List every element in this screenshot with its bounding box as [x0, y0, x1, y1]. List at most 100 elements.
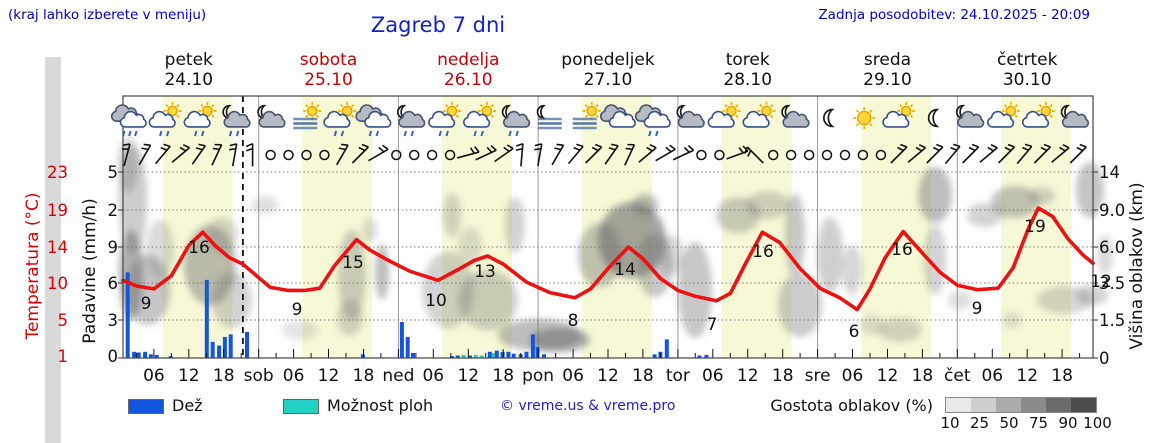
wind-barb: [155, 143, 171, 165]
weather-icon-sun-cloud-rain: [323, 101, 357, 137]
svg-text:3.5: 3.5: [1099, 274, 1125, 293]
weather-icon-sun-cloud: [742, 101, 776, 128]
wind-calm: [696, 149, 707, 161]
svg-text:12: 12: [877, 366, 899, 386]
wind-barb: [672, 145, 695, 161]
wind-barb: [191, 143, 206, 165]
weather-icon-sun-cloud: [882, 101, 916, 128]
density-tick: 75: [1028, 414, 1049, 432]
density-tick: 10: [940, 414, 960, 432]
day-separators: [258, 96, 958, 358]
day-date: 27.10: [583, 70, 633, 91]
copyright-link[interactable]: © vreme.us & vreme.pro: [500, 398, 676, 414]
svg-text:12: 12: [1016, 366, 1038, 386]
last-updated: Zadnja posodobitev: 24.10.2025 - 20:09: [818, 7, 1090, 23]
svg-text:06: 06: [143, 366, 165, 386]
day-header-petek: petek 24.10: [119, 50, 259, 90]
svg-text:18: 18: [353, 366, 375, 386]
svg-text:23: 23: [47, 163, 68, 182]
svg-text:15: 15: [342, 253, 364, 273]
day-name: torek: [725, 50, 770, 70]
wind-calm: [283, 149, 294, 161]
gridlines: [123, 171, 1093, 321]
svg-text:06: 06: [842, 366, 864, 386]
wind-barb: [997, 143, 1016, 164]
day-name: sreda: [863, 50, 912, 70]
rain-swatch: [128, 399, 164, 414]
svg-text:10: 10: [425, 291, 447, 311]
svg-text:12: 12: [737, 366, 759, 386]
svg-text:14: 14: [1099, 163, 1120, 182]
wind-barb: [368, 144, 389, 162]
day-date: 30.10: [1002, 70, 1052, 91]
svg-text:12: 12: [178, 366, 200, 386]
cloud-height-tick-labels: 14 9.0 6.0 3.5 1.5 0: [1099, 163, 1125, 368]
wind-barb: [121, 143, 131, 167]
svg-text:0: 0: [1099, 349, 1110, 368]
weather-icon-sun-cloud: [707, 101, 741, 128]
svg-text:1.5: 1.5: [1099, 311, 1125, 330]
svg-text:06: 06: [702, 366, 724, 386]
wind-barb: [979, 143, 998, 163]
svg-text:18: 18: [912, 366, 934, 386]
svg-text:8: 8: [568, 311, 579, 331]
day-name: četrtek: [996, 50, 1058, 70]
wind-barb: [475, 145, 497, 161]
wind-barb: [1069, 143, 1087, 164]
wind-barb: [907, 143, 926, 163]
wind-calm: [839, 149, 851, 161]
svg-text:9: 9: [108, 238, 119, 257]
svg-text:06: 06: [283, 366, 305, 386]
wind-barb: [567, 143, 584, 165]
wind-calm: [426, 149, 438, 161]
weather-icon-moon-cloud-rain: [396, 104, 426, 137]
svg-text:18: 18: [1051, 366, 1073, 386]
cloud-density-label: Gostota oblakov (%): [770, 396, 933, 415]
svg-text:ned: ned: [382, 366, 414, 386]
wind-calm: [301, 149, 312, 161]
weather-icon-moon-cloud: [676, 104, 705, 128]
plot-frame: [122, 95, 1094, 359]
day-header-nedelja: nedelja 26.10: [398, 50, 538, 90]
shower-legend-label: Možnost ploh: [327, 396, 434, 415]
svg-text:06: 06: [562, 366, 584, 386]
wind-barb: [944, 143, 961, 165]
svg-text:6: 6: [108, 274, 119, 293]
wind-calm: [319, 149, 330, 161]
weather-icon-sun-cloud-rain: [183, 101, 217, 137]
svg-text:13: 13: [474, 262, 496, 282]
svg-text:06: 06: [422, 366, 444, 386]
temperature-value-labels: 9 16 9 15 10 13 8 14 7 16 6 16 9 19 12: [141, 217, 1112, 342]
temperature-tick-labels: 23 19 14 10 5 1: [47, 163, 68, 366]
svg-text:18: 18: [213, 366, 235, 386]
svg-text:14: 14: [614, 260, 636, 280]
day-header-ponedeljek: ponedeljek 27.10: [538, 50, 678, 90]
wind-calm: [391, 149, 402, 161]
svg-text:19: 19: [1024, 217, 1046, 237]
weather-icon-moon-cloud-rain: [222, 104, 251, 137]
svg-text:18: 18: [772, 366, 794, 386]
weather-icon-moon: [823, 108, 835, 128]
wind-barbs: [121, 142, 1087, 167]
svg-text:12: 12: [597, 366, 619, 386]
svg-text:06: 06: [981, 366, 1003, 386]
wind-calm: [857, 149, 869, 161]
svg-text:9: 9: [141, 294, 152, 314]
wind-barb: [624, 143, 636, 166]
svg-text:6.0: 6.0: [1099, 238, 1125, 257]
wind-calm: [444, 149, 456, 161]
svg-text:12: 12: [1090, 272, 1112, 292]
wind-barb: [962, 143, 980, 164]
location-hint: (kraj lahko izberete v meniju): [8, 7, 207, 23]
wind-calm: [714, 149, 725, 161]
wind-barb: [515, 142, 524, 167]
day-header-četrtek: četrtek 30.10: [957, 50, 1097, 90]
page-margin-strip: [45, 57, 61, 443]
legend-row: Dež Možnost ploh © vreme.us & vreme.pro …: [0, 394, 1152, 440]
svg-text:sob: sob: [244, 366, 274, 386]
svg-text:12: 12: [318, 366, 340, 386]
wind-barb: [604, 143, 619, 165]
day-date: 28.10: [723, 70, 773, 91]
